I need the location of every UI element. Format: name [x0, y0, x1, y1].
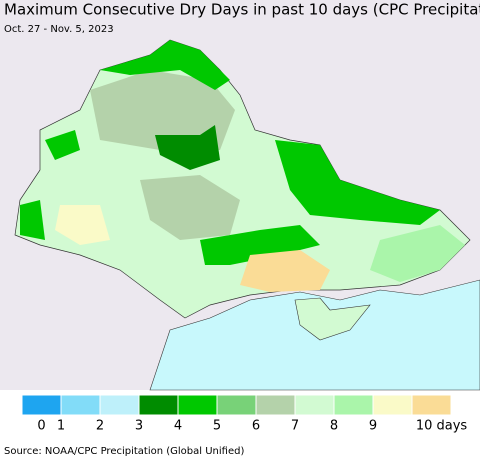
- subtitle: Oct. 27 - Nov. 5, 2023: [4, 24, 114, 35]
- region-6: [90, 70, 235, 150]
- legend-label: 8: [330, 419, 338, 434]
- region-6: [140, 175, 240, 240]
- legend-swatch: [411, 394, 452, 416]
- legend-label: 2: [96, 419, 104, 434]
- region-4: [100, 40, 230, 90]
- legend-swatch: [21, 394, 62, 416]
- legend-swatch: [99, 394, 140, 416]
- legend-label: 6: [252, 419, 260, 434]
- legend-swatch: [333, 394, 374, 416]
- legend-swatch: [255, 394, 296, 416]
- region-4: [45, 130, 80, 160]
- source: Source: NOAA/CPC Precipitation (Global U…: [4, 446, 244, 457]
- title: Maximum Consecutive Dry Days in past 10 …: [4, 1, 480, 19]
- region-3: [155, 125, 220, 170]
- region-10: [240, 250, 330, 292]
- legend-swatch: [294, 394, 335, 416]
- legend-swatch: [60, 394, 101, 416]
- legend-label: 4: [174, 419, 182, 434]
- legend-label: 7: [291, 419, 299, 434]
- legend-label: 5: [213, 419, 221, 434]
- region-8: [370, 225, 465, 282]
- region-4: [275, 140, 440, 225]
- region-4: [20, 200, 45, 240]
- legend-swatch: [177, 394, 218, 416]
- legend-label: 0: [37, 419, 45, 434]
- legend-swatch: [216, 394, 257, 416]
- legend-label: 1: [57, 419, 65, 434]
- legend-label: 10 days: [416, 419, 468, 434]
- legend-label: 3: [135, 419, 143, 434]
- crimea: [294, 297, 371, 341]
- legend-swatch: [372, 394, 413, 416]
- legend-label: 9: [369, 419, 377, 434]
- legend: 0 1 2 3 4 5 6 7 8 9 10 days: [21, 394, 468, 434]
- legend-swatch: [138, 394, 179, 416]
- region-9: [55, 205, 110, 245]
